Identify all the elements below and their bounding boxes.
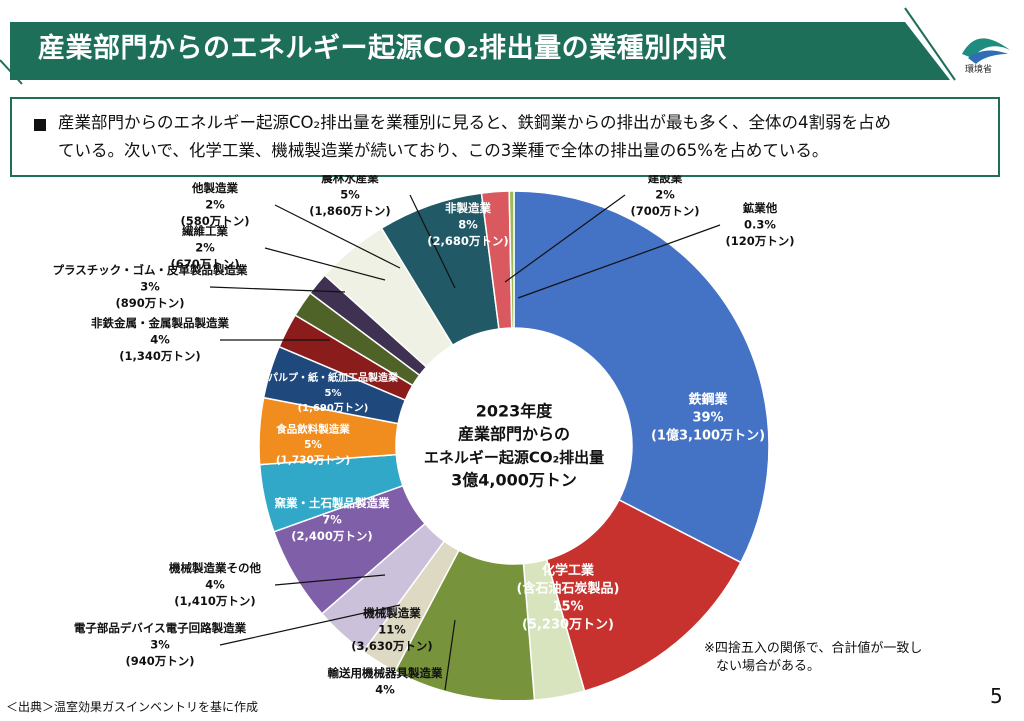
slice-label-11-line-2: (670万トン) — [170, 257, 239, 271]
leader-line-12 — [274, 204, 401, 269]
slice-label-6-line-2: (2,400万トン) — [291, 529, 372, 543]
slice-label-2-line-0: 輸送用機械器具製造業 — [328, 666, 443, 680]
leader-line-5 — [274, 574, 386, 586]
slice-label-1-line-2: 15% — [552, 600, 583, 615]
slice-label-15-line-0: 建設業 — [648, 175, 683, 185]
center-label-line-3: 3億4,000万トン — [451, 471, 577, 490]
slice-label-8-line-1: 5% — [325, 388, 342, 399]
summary-line-1: 産業部門からのエネルギー起源CO₂排出量を業種別に見ると、鉄鋼業からの排出が最も… — [58, 113, 891, 132]
slice-label-7-line-1: 5% — [304, 439, 322, 451]
note-line-2: ない場合がある。 — [716, 659, 821, 674]
donut-chart: 鉄鋼業 39% (1億3,100万トン) 化学工業 (含石油石炭製品) 15% (5,230… — [52, 175, 795, 700]
slice-label-3-line-1: 11% — [378, 623, 406, 637]
ministry-logo-icon — [962, 38, 1010, 64]
slice-label-4-line-0: 電子部品デバイス電子回路製造業 — [74, 621, 247, 635]
slice-label-0-line-0: 鉄鋼業 — [688, 392, 728, 408]
slice-label-4-line-2: (940万トン) — [125, 654, 194, 668]
page-number: 5 — [990, 684, 1003, 708]
slice-label-2-line-2: (1,280万トン) — [344, 699, 425, 700]
summary-text: 産業部門からのエネルギー起源CO₂排出量を業種別に見ると、鉄鋼業からの排出が最も… — [58, 109, 998, 165]
slice-label-14-line-0: 非製造業 — [445, 201, 491, 215]
slice-label-15-line-1: 2% — [655, 188, 675, 202]
slice-label-11-line-0: 繊維工業 — [182, 224, 228, 238]
bullet-icon — [34, 119, 46, 131]
slice-label-10-line-2: (890万トン) — [115, 296, 184, 310]
chart-leader-lines — [209, 194, 721, 691]
slice-label-2-line-1: 4% — [375, 683, 395, 697]
source-note: ＜出典＞温室効果ガスインベントリを基に作成 — [6, 700, 259, 714]
slice-label-14-line-2: (2,680万トン) — [427, 234, 508, 248]
slice-label-13-line-0: 農林水産業 — [321, 175, 379, 185]
slice-label-6-line-1: 7% — [322, 513, 342, 527]
donut-slice-1 — [545, 498, 742, 692]
slice-label-16-line-1: 0.3% — [744, 218, 776, 232]
slice-label-1-line-3: (5,230万トン) — [522, 618, 614, 633]
slice-label-0-line-2: (1億3,100万トン) — [651, 428, 765, 444]
slice-label-0-line-1: 39% — [692, 411, 723, 426]
leader-line-15 — [504, 194, 626, 283]
slice-label-10-line-0: プラスチック・ゴム・皮革製品製造業 — [52, 263, 248, 277]
slice-label-15-line-2: (700万トン) — [630, 204, 699, 218]
leader-line-13 — [409, 194, 456, 289]
slice-label-12-line-0: 他製造業 — [191, 181, 238, 195]
slice-label-7-line-0: 食品飲料製造業 — [275, 423, 350, 436]
slice-label-10-line-1: 3% — [140, 280, 160, 294]
summary-box: 産業部門からのエネルギー起源CO₂排出量を業種別に見ると、鉄鋼業からの排出が最も… — [10, 97, 1000, 177]
slice-label-9-line-2: (1,340万トン) — [119, 349, 200, 363]
slice-label-5-line-0: 機械製造業その他 — [169, 561, 261, 575]
slice-label-3-line-0: 機械製造業 — [363, 606, 421, 620]
title-banner — [0, 7, 956, 85]
chart-segments — [258, 190, 770, 700]
rounding-note: ※四捨五入の関係で、合計値が一致し ない場合がある。 — [704, 640, 984, 676]
leader-line-10 — [209, 286, 346, 293]
slice-label-5-line-2: (1,410万トン) — [174, 594, 255, 608]
leader-line-2 — [444, 619, 456, 691]
slice-label-13-line-1: 5% — [340, 188, 360, 202]
slice-label-1-line-0: 化学工業 — [542, 563, 595, 579]
center-label-line-2: エネルギー起源CO₂排出量 — [424, 449, 604, 467]
center-label-line-1: 産業部門からの — [458, 425, 570, 444]
note-line-1: ※四捨五入の関係で、合計値が一致し — [704, 641, 923, 656]
slice-label-11-line-1: 2% — [195, 241, 215, 255]
chart-labels: 鉄鋼業 39% (1億3,100万トン) 化学工業 (含石油石炭製品) 15% (5,230… — [52, 175, 794, 700]
slice-label-4-line-1: 3% — [150, 638, 170, 652]
slice-label-5-line-1: 4% — [205, 578, 225, 592]
slice-label-12-line-2: (580万トン) — [180, 214, 249, 228]
slice-label-7-line-2: (1,730万トン) — [276, 455, 350, 467]
slice-label-8-line-2: (1,690万トン) — [298, 402, 369, 414]
slice-label-14-line-1: 8% — [458, 218, 478, 232]
leader-line-4 — [219, 604, 401, 646]
logo-label: 環境省 — [965, 65, 993, 75]
slice-label-13-line-2: (1,860万トン) — [309, 204, 390, 218]
slice-label-3-line-2: (3,630万トン) — [351, 639, 432, 653]
leader-line-11 — [264, 247, 386, 281]
slice-label-16-line-2: (120万トン) — [725, 234, 794, 248]
leader-line-16 — [517, 224, 721, 299]
slice-label-12-line-1: 2% — [205, 198, 225, 212]
center-label-line-0: 2023年度 — [476, 402, 554, 421]
page-title: 産業部門からのエネルギー起源CO₂排出量の業種別内訳 — [38, 33, 727, 64]
slice-label-6-line-0: 窯業・土石製品製造業 — [275, 496, 390, 510]
slice-label-8-line-0: パルプ・紙・紙加工品製造業 — [268, 371, 399, 384]
donut-slice-0 — [513, 190, 770, 564]
title-bar: 産業部門からのエネルギー起源CO₂排出量の業種別内訳 環境省 — [0, 0, 1024, 90]
donut-slice-16 — [508, 190, 515, 329]
slice-label-1-line-1: (含石油石炭製品) — [517, 581, 620, 597]
slice-label-9-line-0: 非鉄金属・金属製品製造業 — [91, 316, 229, 330]
slice-label-9-line-1: 4% — [150, 333, 170, 347]
summary-line-2: ている。次いで、化学工業、機械製造業が続いており、この3業種で全体の排出量の65… — [58, 141, 829, 160]
slice-label-16-line-0: 鉱業他 — [743, 201, 778, 215]
